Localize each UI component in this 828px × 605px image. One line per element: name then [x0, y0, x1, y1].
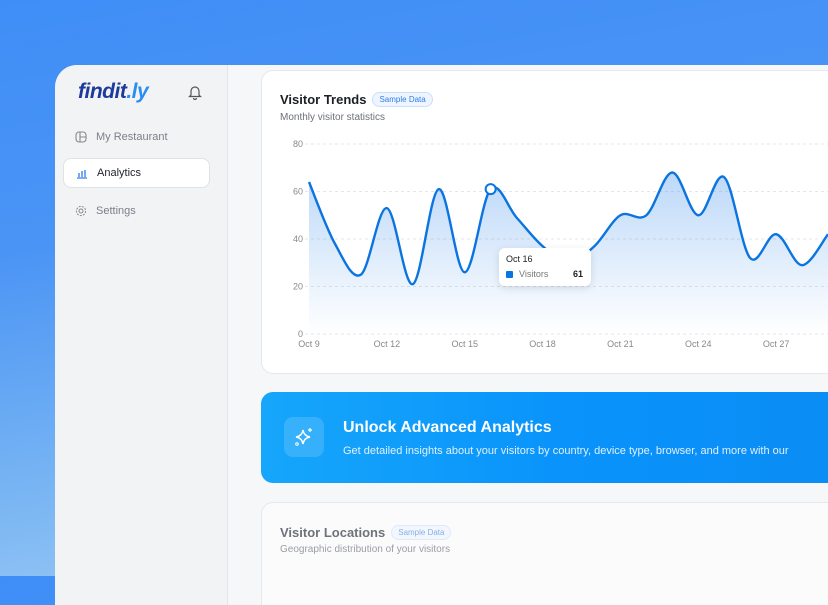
- y-tick-label: 40: [293, 234, 303, 244]
- x-tick-label: Oct 21: [607, 339, 634, 349]
- card-subtitle: Monthly visitor statistics: [280, 112, 386, 123]
- banner-text: Get detailed insights about your visitor…: [343, 445, 789, 457]
- sidebar-item-my-restaurant[interactable]: My Restaurant: [63, 122, 210, 152]
- x-tick-label: Oct 9: [298, 339, 320, 349]
- sidebar-item-analytics[interactable]: Analytics: [63, 158, 210, 188]
- sample-data-badge: Sample Data: [391, 525, 452, 540]
- app-window: findit.ly My Restaurant Analytics Settin…: [55, 65, 828, 605]
- layout-icon: [75, 131, 87, 143]
- card-subtitle: Geographic distribution of your visitors: [280, 544, 451, 555]
- y-tick-label: 0: [298, 329, 303, 339]
- card-title: Visitor Locations Sample Data: [280, 525, 452, 540]
- x-tick-label: Oct 18: [529, 339, 556, 349]
- x-tick-label: Oct 27: [763, 339, 790, 349]
- banner-title: Unlock Advanced Analytics: [343, 419, 552, 436]
- chart-tooltip: Oct 16 Visitors 61: [499, 248, 591, 286]
- bar-chart-icon: [77, 170, 87, 179]
- x-tick-label: Oct 12: [374, 339, 401, 349]
- active-point: [484, 183, 497, 196]
- upgrade-banner[interactable]: Unlock Advanced Analytics Get detailed i…: [261, 392, 828, 483]
- y-tick-label: 80: [293, 139, 303, 149]
- legend-swatch: [506, 271, 513, 278]
- visitor-trends-card: Visitor Trends Sample Data Monthly visito…: [261, 70, 828, 374]
- sidebar-item-settings[interactable]: Settings: [63, 196, 210, 226]
- sparkles-icon: [284, 417, 324, 457]
- y-tick-label: 60: [293, 187, 303, 197]
- gear-icon: [75, 205, 87, 217]
- y-tick-label: 20: [293, 282, 303, 292]
- card-title: Visitor Trends Sample Data: [280, 92, 433, 107]
- visitor-chart: 0 20 40 60 80 Oct 9 Oct 12 Oct 15 Oct 18 Oct 21 Oc…: [293, 139, 828, 349]
- logo[interactable]: findit.ly: [78, 80, 149, 103]
- bell-icon[interactable]: [188, 84, 202, 100]
- area-fill: [309, 172, 828, 334]
- x-tick-label: Oct 15: [451, 339, 478, 349]
- visitor-locations-card: Visitor Locations Sample Data Geographic …: [261, 502, 828, 605]
- sample-data-badge: Sample Data: [372, 92, 433, 107]
- sidebar: findit.ly My Restaurant Analytics Settin…: [55, 65, 228, 605]
- x-tick-label: Oct 24: [685, 339, 712, 349]
